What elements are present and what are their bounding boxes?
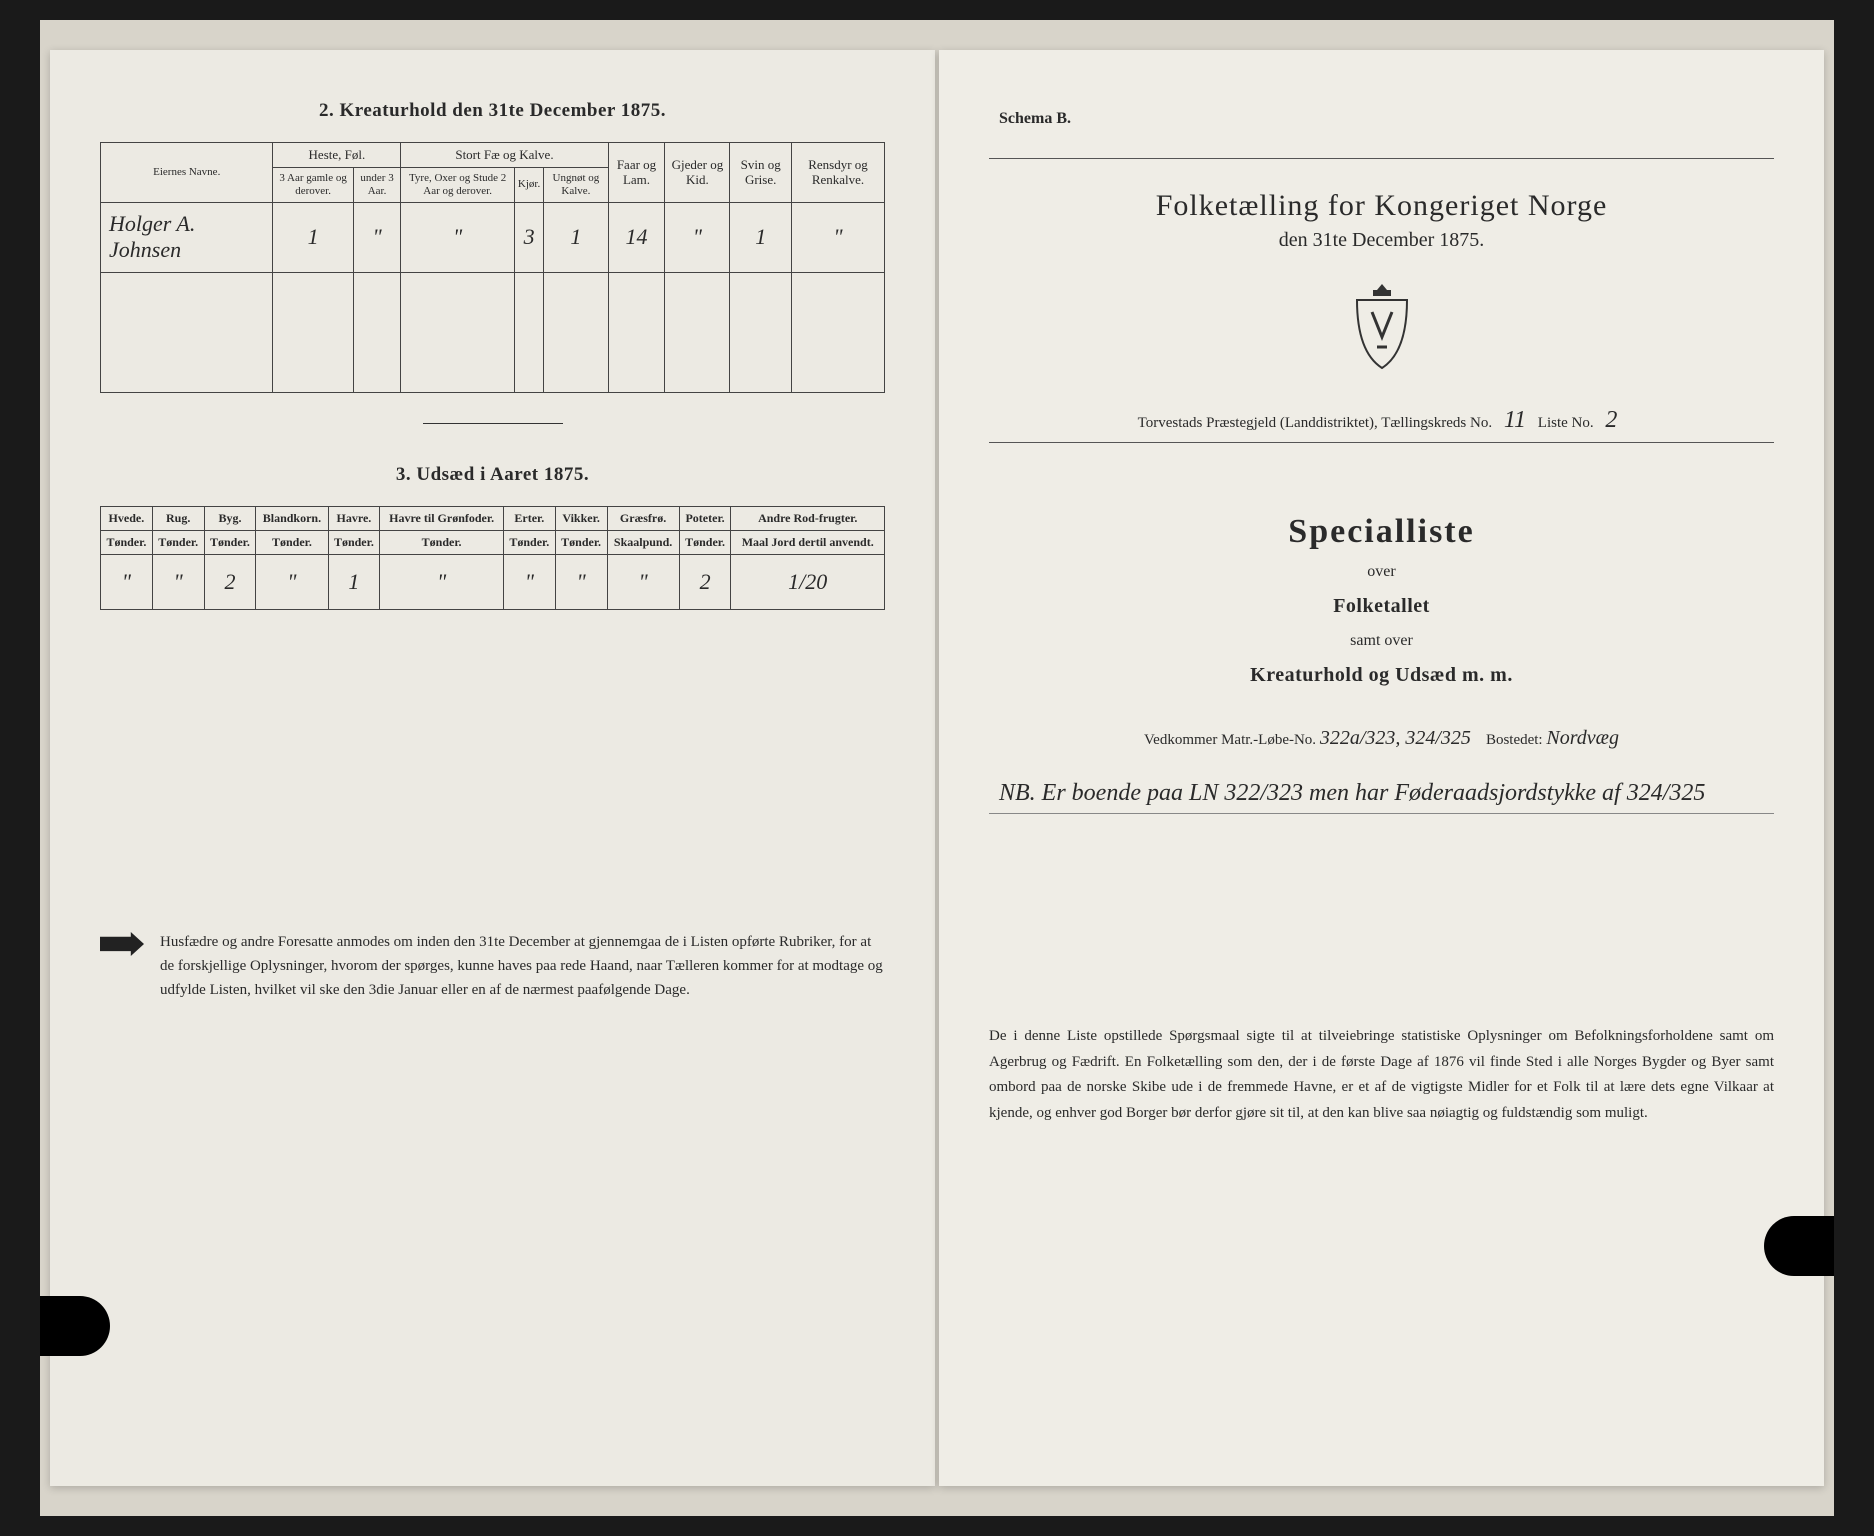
census-title: Folketælling for Kongeriget Norge	[989, 189, 1774, 223]
liste-no: 2	[1597, 407, 1625, 433]
cell: 2	[679, 554, 731, 609]
seed-value-row: " " 2 " 1 " " " " 2 1/20	[101, 554, 885, 609]
schema-label: Schema B.	[999, 110, 1774, 128]
unit: Tønder.	[503, 530, 555, 554]
sub-h1: 3 Aar gamle og derover.	[273, 167, 353, 202]
col: Græsfrø.	[607, 506, 679, 530]
specialliste-heading: Specialliste	[989, 513, 1774, 551]
cell: "	[791, 202, 884, 272]
cell: 1	[328, 554, 380, 609]
bottom-paragraph: De i denne Liste opstillede Spørgsmaal s…	[989, 1024, 1774, 1126]
section2-title: 2. Kreaturhold den 31te December 1875.	[100, 100, 885, 122]
cell: "	[353, 202, 401, 272]
cell: 1	[273, 202, 353, 272]
col: Hvede.	[101, 506, 153, 530]
col-pigs: Svin og Grise.	[730, 143, 792, 203]
cell: 2	[204, 554, 256, 609]
col-reindeer: Rensdyr og Renkalve.	[791, 143, 884, 203]
col: Rug.	[152, 506, 204, 530]
sub-c1: Tyre, Oxer og Stude 2 Aar og derover.	[401, 167, 515, 202]
cell: 14	[608, 202, 665, 272]
seed-table: Hvede. Rug. Byg. Blandkorn. Havre. Havre…	[100, 506, 885, 610]
samt-label: samt over	[989, 632, 1774, 650]
col: Poteter.	[679, 506, 731, 530]
over-label: over	[989, 563, 1774, 581]
sub-h2: under 3 Aar.	[353, 167, 401, 202]
owner-header: Eiernes Navne.	[101, 143, 273, 203]
right-page: Schema B. Folketælling for Kongeriget No…	[939, 50, 1824, 1486]
col-goats: Gjeder og Kid.	[665, 143, 730, 203]
book-spread: 2. Kreaturhold den 31te December 1875. E…	[40, 20, 1834, 1516]
table-row: Holger A. Johnsen 1 " " 3 1 14 " 1 "	[101, 202, 885, 272]
unit: Maal Jord dertil anvendt.	[731, 530, 885, 554]
bostedet-label: Bostedet:	[1486, 732, 1543, 748]
binder-clip-icon	[40, 1296, 110, 1356]
divider	[423, 423, 563, 424]
unit: Tønder.	[101, 530, 153, 554]
owner-name: Holger A. Johnsen	[101, 202, 273, 272]
unit: Tønder.	[380, 530, 504, 554]
unit: Tønder.	[256, 530, 328, 554]
col-sheep: Faar og Lam.	[608, 143, 665, 203]
district-line: Torvestads Præstegjeld (Landdistriktet),…	[989, 407, 1774, 434]
section3-title: 3. Udsæd i Aaret 1875.	[100, 464, 885, 486]
kreds-no: 11	[1496, 407, 1534, 433]
divider	[989, 442, 1774, 443]
col: Erter.	[503, 506, 555, 530]
unit: Tønder.	[555, 530, 607, 554]
pointer-icon	[100, 932, 144, 956]
col: Vikker.	[555, 506, 607, 530]
col: Andre Rod-frugter.	[731, 506, 885, 530]
footnote: Husfædre og andre Foresatte anmodes om i…	[100, 930, 885, 1002]
divider	[989, 158, 1774, 159]
footnote-text: Husfædre og andre Foresatte anmodes om i…	[160, 934, 883, 998]
livestock-table: Eiernes Navne. Heste, Føl. Stort Fæ og K…	[100, 142, 885, 393]
seed-header-row: Hvede. Rug. Byg. Blandkorn. Havre. Havre…	[101, 506, 885, 530]
sub-c2: Kjør.	[514, 167, 543, 202]
cell: "	[665, 202, 730, 272]
kreatur-label: Kreaturhold og Udsæd m. m.	[989, 664, 1774, 687]
district-prefix: Torvestads Præstegjeld (Landdistriktet),…	[1138, 415, 1492, 431]
coat-of-arms-icon	[989, 282, 1774, 377]
cell: 1	[544, 202, 608, 272]
unit: Tønder.	[328, 530, 380, 554]
col: Havre.	[328, 506, 380, 530]
bostedet-value: Nordvæg	[1546, 727, 1619, 749]
sub-c3: Ungnøt og Kalve.	[544, 167, 608, 202]
cell: 1/20	[731, 554, 885, 609]
folketallet-label: Folketallet	[989, 595, 1774, 618]
matr-no: 322a/323, 324/325	[1320, 727, 1471, 749]
col: Blandkorn.	[256, 506, 328, 530]
matr-prefix: Vedkommer Matr.-Løbe-No.	[1144, 732, 1316, 748]
binder-clip-icon	[1764, 1216, 1834, 1276]
unit: Skaalpund.	[607, 530, 679, 554]
cell: "	[401, 202, 515, 272]
matr-line: Vedkommer Matr.-Løbe-No. 322a/323, 324/3…	[989, 727, 1774, 750]
cell: 3	[514, 202, 543, 272]
cell: "	[607, 554, 679, 609]
census-subtitle: den 31te December 1875.	[989, 229, 1774, 252]
left-page: 2. Kreaturhold den 31te December 1875. E…	[50, 50, 935, 1486]
col-horses: Heste, Føl.	[273, 143, 401, 168]
cell: "	[503, 554, 555, 609]
cell: "	[256, 554, 328, 609]
cell: "	[101, 554, 153, 609]
table-row	[101, 272, 885, 392]
seed-unit-row: Tønder. Tønder. Tønder. Tønder. Tønder. …	[101, 530, 885, 554]
cell: 1	[730, 202, 792, 272]
col: Havre til Grønfoder.	[380, 506, 504, 530]
liste-label: Liste No.	[1538, 415, 1594, 431]
cell: "	[152, 554, 204, 609]
unit: Tønder.	[679, 530, 731, 554]
col-cattle: Stort Fæ og Kalve.	[401, 143, 608, 168]
unit: Tønder.	[204, 530, 256, 554]
cell: "	[380, 554, 504, 609]
cell: "	[555, 554, 607, 609]
unit: Tønder.	[152, 530, 204, 554]
col: Byg.	[204, 506, 256, 530]
nb-line: NB. Er boende paa LN 322/323 men har Fød…	[989, 780, 1774, 814]
